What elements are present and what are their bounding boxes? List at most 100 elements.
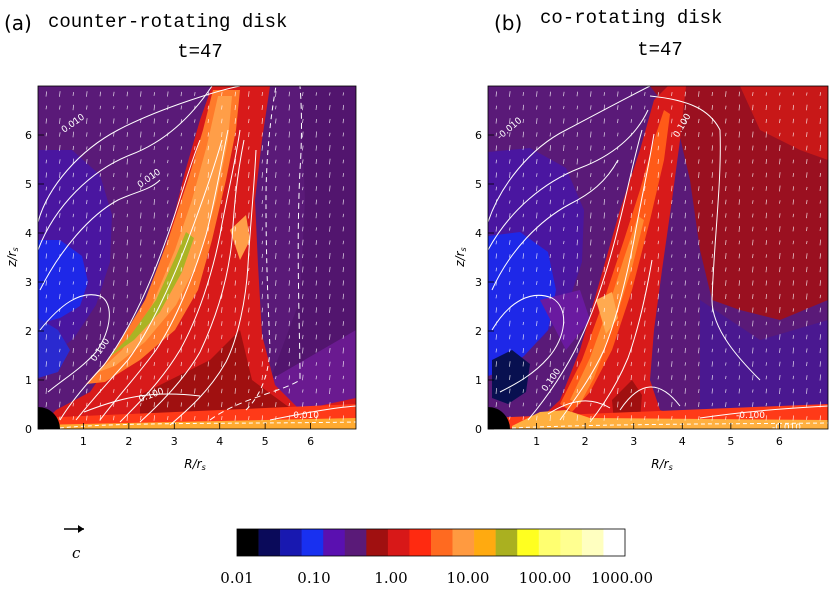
velocity-arrow bbox=[302, 389, 304, 393]
velocity-arrow bbox=[590, 131, 592, 138]
velocity-arrow bbox=[792, 308, 794, 312]
velocity-arrow bbox=[792, 361, 794, 367]
velocity-arrow bbox=[194, 253, 196, 259]
velocity-arrow bbox=[234, 118, 236, 124]
velocity-arrow bbox=[792, 186, 794, 191]
velocity-arrow bbox=[275, 226, 277, 232]
velocity-arrow bbox=[288, 173, 290, 177]
velocity-arrow bbox=[315, 186, 317, 191]
velocity-arrow bbox=[630, 105, 632, 110]
velocity-arrow bbox=[153, 321, 155, 326]
velocity-arrow bbox=[644, 280, 646, 286]
velocity-arrow bbox=[86, 118, 88, 124]
velocity-arrow bbox=[302, 307, 304, 313]
velocity-arrow bbox=[752, 294, 754, 299]
velocity-arrow bbox=[329, 293, 331, 300]
velocity-arrow bbox=[752, 186, 754, 191]
velocity-arrow bbox=[275, 375, 277, 380]
velocity-arrow bbox=[819, 239, 821, 246]
velocity-arrow bbox=[752, 253, 754, 259]
velocity-arrow bbox=[234, 374, 236, 381]
y-tick-label: 5 bbox=[475, 178, 482, 191]
velocity-arrow bbox=[72, 321, 74, 326]
velocity-arrow bbox=[522, 361, 524, 367]
velocity-arrow bbox=[576, 375, 578, 380]
velocity-arrow bbox=[221, 145, 223, 151]
velocity-arrow bbox=[248, 186, 250, 191]
velocity-arrow bbox=[167, 361, 169, 367]
velocity-arrow bbox=[275, 293, 277, 300]
velocity-arrow bbox=[261, 402, 263, 407]
velocity-arrow bbox=[72, 361, 74, 367]
velocity-arrow bbox=[99, 145, 101, 151]
velocity-arrow bbox=[329, 104, 331, 111]
velocity-arrow bbox=[725, 416, 727, 420]
velocity-arrow bbox=[549, 320, 551, 327]
velocity-arrow bbox=[738, 402, 740, 407]
velocity-arrow bbox=[113, 240, 115, 245]
panel-b-plot-area: -0.010 0.100 0.100 -0.100 -0.010 bbox=[488, 86, 828, 429]
velocity-arrow bbox=[495, 361, 497, 367]
velocity-arrow bbox=[779, 226, 781, 232]
velocity-arrow bbox=[644, 119, 646, 123]
velocity-arrow bbox=[288, 225, 290, 233]
velocity-arrow bbox=[536, 159, 538, 164]
velocity-arrow bbox=[617, 375, 619, 380]
velocity-arrow bbox=[779, 280, 781, 286]
velocity-arrow bbox=[315, 266, 317, 273]
panel-a-black-hole bbox=[38, 407, 60, 429]
velocity-arrow bbox=[725, 105, 727, 110]
velocity-arrow bbox=[563, 172, 565, 178]
velocity-arrow bbox=[302, 253, 304, 259]
velocity-arrow bbox=[684, 158, 686, 165]
velocity-arrow bbox=[522, 158, 524, 165]
velocity-arrow bbox=[522, 334, 524, 340]
velocity-arrow bbox=[603, 293, 605, 300]
velocity-arrow bbox=[563, 402, 565, 407]
velocity-arrow bbox=[765, 186, 767, 191]
velocity-arrow bbox=[576, 321, 578, 326]
velocity-arrow bbox=[765, 266, 767, 273]
velocity-arrow bbox=[207, 199, 209, 205]
velocity-arrow bbox=[536, 320, 538, 327]
velocity-arrow bbox=[221, 118, 223, 124]
velocity-arrow bbox=[248, 118, 250, 124]
velocity-arrow bbox=[153, 199, 155, 205]
velocity-arrow bbox=[221, 416, 223, 420]
velocity-arrow bbox=[617, 320, 619, 327]
velocity-arrow bbox=[603, 212, 605, 219]
x-tick-label: 4 bbox=[216, 435, 223, 448]
velocity-arrow bbox=[765, 227, 767, 231]
velocity-arrow bbox=[275, 267, 277, 272]
velocity-arrow bbox=[698, 253, 700, 259]
velocity-arrow bbox=[549, 254, 551, 258]
velocity-arrow bbox=[792, 92, 794, 96]
velocity-arrow bbox=[72, 104, 74, 111]
velocity-arrow bbox=[644, 348, 646, 353]
velocity-arrow bbox=[261, 375, 263, 380]
velocity-arrow bbox=[603, 361, 605, 367]
panel-a-y-axis-label: z/rs bbox=[5, 247, 20, 267]
velocity-arrow bbox=[590, 348, 592, 353]
velocity-arrow bbox=[248, 172, 250, 178]
velocity-arrow bbox=[207, 402, 209, 407]
velocity-arrow bbox=[630, 253, 632, 259]
velocity-arrow bbox=[752, 159, 754, 164]
velocity-arrow bbox=[536, 173, 538, 177]
velocity-arrow bbox=[140, 402, 142, 407]
velocity-arrow bbox=[99, 254, 101, 258]
velocity-arrow bbox=[234, 240, 236, 245]
velocity-arrow bbox=[819, 415, 821, 421]
velocity-arrow bbox=[302, 402, 304, 407]
velocity-arrow bbox=[792, 199, 794, 205]
velocity-arrow bbox=[248, 91, 250, 97]
velocity-arrow bbox=[590, 145, 592, 151]
panel-b-x-ticks: 1 2 3 4 5 6 bbox=[533, 423, 783, 448]
velocity-arrow bbox=[180, 146, 182, 150]
velocity-arrow bbox=[738, 415, 740, 421]
velocity-arrow bbox=[671, 212, 673, 219]
velocity-arrow bbox=[711, 118, 713, 124]
velocity-arrow bbox=[576, 239, 578, 246]
velocity-arrow bbox=[603, 145, 605, 151]
velocity-arrow bbox=[684, 347, 686, 354]
